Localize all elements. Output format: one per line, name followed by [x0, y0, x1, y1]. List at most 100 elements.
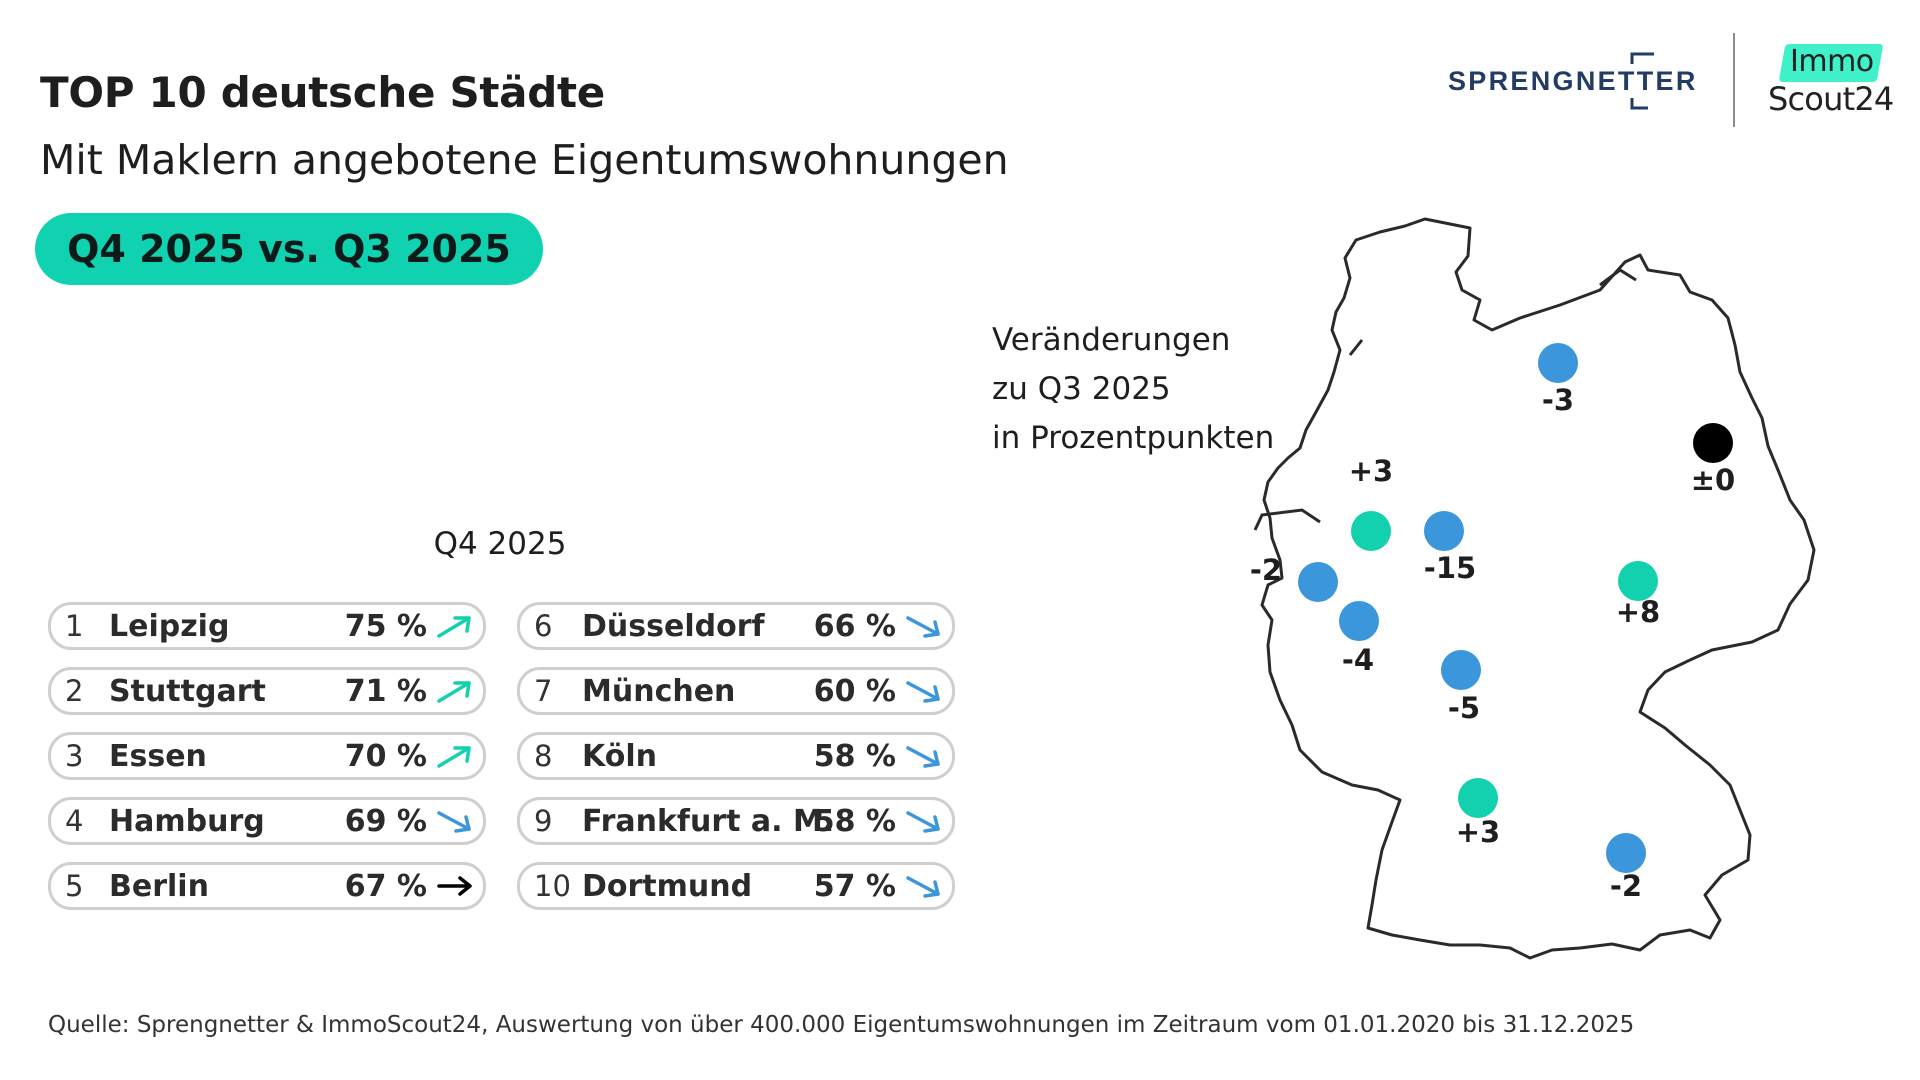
trend-up-icon: [437, 681, 471, 703]
source-note: Quelle: Sprengnetter & ImmoScout24, Ausw…: [48, 1012, 1635, 1038]
city-name: Düsseldorf: [582, 609, 765, 644]
rank-number: 3: [65, 739, 84, 773]
logo-divider: [1733, 33, 1735, 127]
trend-arrow-shaft: [906, 811, 940, 831]
trend-arrow-head: [923, 750, 940, 768]
share-value: 69 %: [344, 804, 427, 839]
rank-number: 4: [65, 804, 84, 838]
trend-down-icon: [906, 811, 940, 833]
page-subtitle: Mit Maklern angebotene Eigentumswohnunge…: [40, 136, 1009, 184]
trend-up-icon: [437, 616, 471, 638]
rank-number: 10: [534, 869, 571, 903]
rank-number: 2: [65, 674, 84, 708]
ranking-row: 4 Hamburg 69 %: [48, 797, 486, 845]
change-label: +3: [1456, 815, 1500, 849]
city-marker: [1538, 343, 1578, 383]
share-value: 70 %: [344, 739, 427, 774]
trend-arrow-head: [453, 681, 471, 698]
trend-up-icon: [437, 746, 471, 768]
map-points: -3 ±0 +3 -15 -2 +8 -4 -5 +3 -2: [1250, 343, 1735, 903]
change-label: -4: [1342, 643, 1374, 677]
trend-down-icon: [906, 746, 940, 768]
city-name: Essen: [109, 739, 207, 774]
share-value: 67 %: [344, 869, 427, 904]
city-name: Stuttgart: [109, 674, 266, 709]
ranking-row: 6 Düsseldorf 66 %: [517, 602, 955, 650]
share-value: 57 %: [813, 869, 896, 904]
city-marker: [1298, 562, 1338, 602]
city-marker: [1606, 833, 1646, 873]
city-name: Dortmund: [582, 869, 753, 904]
trend-arrow-shaft: [906, 616, 940, 636]
city-marker: [1339, 601, 1379, 641]
sprengnetter-logo: SPRENGNETTER: [1448, 52, 1695, 110]
page-title: TOP 10 deutsche Städte: [40, 68, 605, 117]
city-name: Leipzig: [109, 609, 230, 644]
coast-detail: [1253, 268, 1637, 531]
trend-arrow-head: [923, 685, 940, 703]
city-marker: [1458, 778, 1498, 818]
city-marker: [1693, 423, 1733, 463]
city-marker: [1424, 511, 1464, 551]
change-label: -2: [1250, 553, 1282, 587]
city-marker: [1351, 511, 1391, 551]
ranking-column-left: 1 Leipzig 75 % 2 Stuttgart 71 % 3 Essen …: [48, 602, 486, 927]
ranking-row: 1 Leipzig 75 %: [48, 602, 486, 650]
change-label: +3: [1349, 454, 1393, 488]
immoscout24-logo: Immo Scout24: [1768, 44, 1894, 122]
germany-outline: [1260, 217, 1816, 960]
trend-down-icon: [906, 681, 940, 703]
ranking-row: 8 Köln 58 %: [517, 732, 955, 780]
ranking-row: 5 Berlin 67 %: [48, 862, 486, 910]
ranking-row: 3 Essen 70 %: [48, 732, 486, 780]
share-value: 58 %: [813, 739, 896, 774]
ranking-row: 10 Dortmund 57 %: [517, 862, 955, 910]
trend-down-icon: [437, 811, 471, 833]
city-name: Köln: [582, 739, 657, 774]
trend-down-icon: [906, 616, 940, 638]
ranking-row: 2 Stuttgart 71 %: [48, 667, 486, 715]
trend-arrow-head: [923, 620, 940, 638]
city-name: München: [582, 674, 736, 709]
germany-map: -3 ±0 +3 -15 -2 +8 -4 -5 +3 -2: [1250, 217, 1816, 960]
ranking-row: 7 München 60 %: [517, 667, 955, 715]
trend-arrow-shaft: [437, 681, 471, 703]
trend-arrow-head: [454, 815, 471, 833]
trend-arrow-shaft: [906, 876, 940, 896]
change-label: -5: [1448, 691, 1480, 725]
rank-number: 7: [534, 674, 553, 708]
rank-number: 1: [65, 609, 84, 643]
change-label: -2: [1610, 869, 1642, 903]
ranking-row: 9 Frankfurt a. M. 58 %: [517, 797, 955, 845]
share-value: 58 %: [813, 804, 896, 839]
trend-flat-icon: [437, 876, 472, 896]
city-name: Frankfurt a. M.: [582, 804, 835, 839]
ranking-column-right: 6 Düsseldorf 66 % 7 München 60 % 8 Köln …: [517, 602, 955, 927]
trend-arrow-shaft: [437, 746, 471, 768]
trend-arrow-shaft: [437, 811, 471, 831]
trend-arrow-shaft: [437, 616, 471, 638]
rank-number: 9: [534, 804, 553, 838]
trend-arrow-head: [923, 815, 940, 833]
rank-number: 8: [534, 739, 553, 773]
map-caption: Veränderungen zu Q3 2025 in Prozentpunkt…: [992, 316, 1274, 463]
rank-number: 6: [534, 609, 553, 643]
change-label: -3: [1542, 383, 1574, 417]
share-value: 60 %: [813, 674, 896, 709]
trend-arrow-shaft: [906, 681, 940, 701]
share-value: 71 %: [344, 674, 427, 709]
bracket-icon: [1630, 52, 1654, 110]
trend-arrow-head: [458, 876, 472, 896]
city-marker: [1441, 650, 1481, 690]
city-name: Berlin: [109, 869, 209, 904]
map-caption-line: zu Q3 2025: [992, 371, 1171, 407]
ranking-heading: Q4 2025: [433, 526, 567, 562]
immo-logo-line1: Immo: [1790, 44, 1874, 79]
period-badge: Q4 2025 vs. Q3 2025: [35, 213, 543, 285]
trend-arrow-head: [923, 880, 940, 898]
trend-arrow-head: [453, 746, 471, 763]
trend-down-icon: [906, 876, 940, 898]
trend-arrow-head: [453, 616, 471, 633]
share-value: 75 %: [344, 609, 427, 644]
city-name: Hamburg: [109, 804, 265, 839]
